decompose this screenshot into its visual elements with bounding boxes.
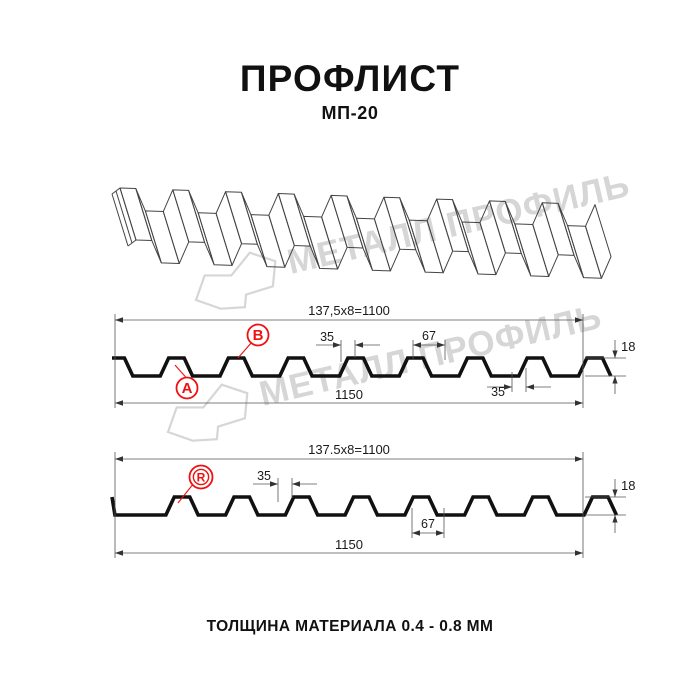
dimension-overall-bottom: 1150 — [115, 537, 583, 556]
dimension-rib35-label-bottom: 35 — [257, 469, 271, 483]
thickness-note: ТОЛЩИНА МАТЕРИАЛА 0.4 - 0.8 ММ — [206, 618, 494, 635]
dimension-rib35-top: 35 — [316, 330, 380, 362]
marker-b: B — [237, 323, 270, 359]
profile-outline-top — [112, 356, 613, 378]
watermark-logo-icon — [194, 251, 277, 310]
cross-section-bottom: 137.5x8=1100 1150 18 35 — [110, 442, 635, 558]
marker-a: A — [174, 364, 199, 400]
dimension-module-label-top: 137,5x8=1100 — [308, 303, 390, 318]
dimension-module-label-bottom: 137.5x8=1100 — [308, 442, 390, 457]
extension-lines-bottom — [114, 452, 626, 558]
dimension-overall-label-bottom: 1150 — [335, 537, 363, 552]
dimension-module-top: 137,5x8=1100 — [115, 303, 583, 323]
marker-r-label: R — [197, 471, 206, 485]
dimension-valley67-bottom: 67 — [411, 508, 445, 538]
profile-outline-bottom — [110, 495, 619, 517]
dimension-height-bottom: 18 — [612, 478, 635, 533]
dimension-overall-label-top: 1150 — [335, 387, 363, 402]
isometric-sheet-view — [111, 187, 612, 279]
dimension-valley67-label-bottom: 67 — [421, 517, 435, 531]
marker-r: R — [177, 464, 214, 504]
dimension-height-label-top: 18 — [621, 339, 635, 354]
page-subtitle: МП-20 — [321, 103, 379, 123]
marker-b-label: B — [253, 327, 264, 344]
dimension-rib35-bottom-section: 35 — [253, 469, 317, 502]
cross-section-top: 137,5x8=1100 1150 18 35 — [112, 303, 635, 408]
dimension-height-top: 18 — [612, 339, 635, 394]
dimension-height-label-bottom: 18 — [621, 478, 635, 493]
dimension-module-bottom: 137.5x8=1100 — [115, 442, 583, 462]
dimension-valley67-top: 67 — [412, 329, 446, 360]
dimension-rib35-label-top: 35 — [320, 330, 334, 344]
dimension-overall-top: 1150 — [115, 387, 583, 406]
extension-lines-top — [114, 314, 626, 408]
page-title: ПРОФЛИСТ — [239, 58, 461, 99]
dimension-valley67-label-top: 67 — [422, 329, 436, 343]
marker-a-label: A — [182, 380, 193, 397]
dimension-rib35-bottom-top: 35 — [487, 368, 551, 399]
dimension-rib35-bottom-label-top: 35 — [491, 385, 505, 399]
watermark-logo-icon — [166, 383, 249, 442]
